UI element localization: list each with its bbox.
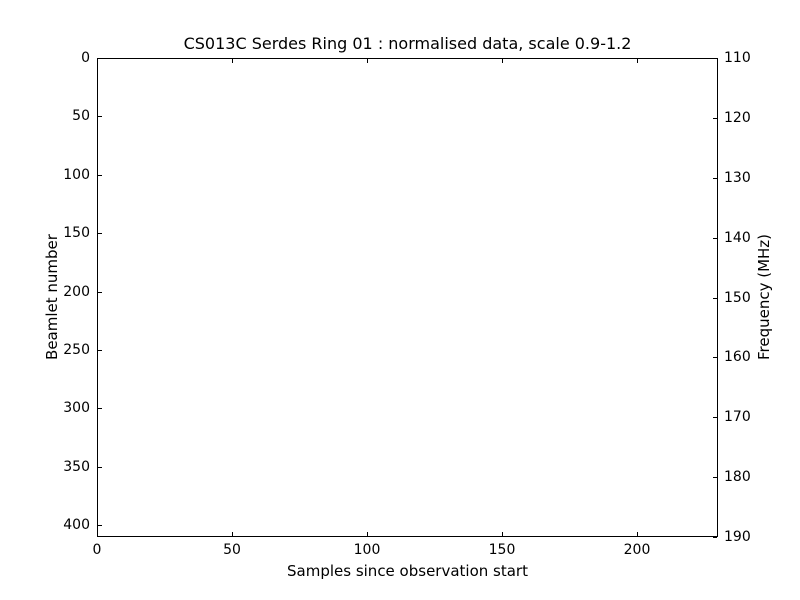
y-tick-mark-left (98, 292, 102, 293)
y-tick-mark-right (713, 178, 717, 179)
y-tick-label-left: 350 (63, 459, 90, 475)
y-tick-mark-right (713, 357, 717, 358)
x-tick-mark-top (232, 59, 233, 63)
x-tick-mark-top (367, 59, 368, 63)
y-tick-mark-left (98, 408, 102, 409)
y-tick-mark-left (98, 175, 102, 176)
x-tick-mark-bottom (502, 532, 503, 536)
x-tick-mark-top (97, 59, 98, 63)
y-tick-mark-right (713, 417, 717, 418)
y-tick-label-right: 150 (724, 290, 751, 306)
y-tick-label-right: 180 (724, 469, 751, 485)
y-tick-mark-right (713, 537, 717, 538)
y-tick-mark-right (713, 118, 717, 119)
y-tick-label-left: 50 (72, 108, 90, 124)
y-tick-label-left: 300 (63, 400, 90, 416)
y-tick-mark-left (98, 233, 102, 234)
y-tick-label-right: 110 (724, 50, 751, 66)
plot-area (97, 58, 718, 537)
y-tick-label-left: 100 (63, 167, 90, 183)
y-tick-label-left: 400 (63, 517, 90, 533)
x-tick-label: 200 (623, 542, 651, 558)
y-tick-label-right: 140 (724, 230, 751, 246)
y-tick-mark-right (713, 477, 717, 478)
y-tick-mark-right (713, 298, 717, 299)
y-tick-label-left: 200 (63, 284, 90, 300)
y-tick-label-right: 130 (724, 170, 751, 186)
y-tick-label-right: 160 (724, 349, 751, 365)
y-tick-label-right: 120 (724, 110, 751, 126)
x-tick-label: 150 (488, 542, 516, 558)
x-tick-label: 100 (353, 542, 381, 558)
y-tick-label-right: 170 (724, 409, 751, 425)
x-tick-mark-top (637, 59, 638, 63)
y-tick-mark-right (713, 58, 717, 59)
x-tick-mark-bottom (232, 532, 233, 536)
y-tick-mark-left (98, 525, 102, 526)
x-tick-mark-bottom (97, 532, 98, 536)
x-tick-mark-bottom (637, 532, 638, 536)
y-tick-mark-left (98, 116, 102, 117)
chart-title: CS013C Serdes Ring 01 : normalised data,… (183, 34, 632, 53)
y-tick-label-left: 150 (63, 225, 90, 241)
y-tick-mark-right (713, 238, 717, 239)
y-tick-label-left: 0 (81, 50, 90, 66)
y-tick-mark-left (98, 58, 102, 59)
x-tick-label: 50 (223, 542, 241, 558)
y-tick-mark-left (98, 467, 102, 468)
y-tick-label-left: 250 (63, 342, 90, 358)
x-tick-mark-top (502, 59, 503, 63)
x-tick-mark-bottom (367, 532, 368, 536)
x-axis-label: Samples since observation start (287, 562, 528, 580)
y-tick-label-right: 190 (724, 529, 751, 545)
x-tick-label: 0 (92, 542, 102, 558)
y-tick-mark-left (98, 350, 102, 351)
